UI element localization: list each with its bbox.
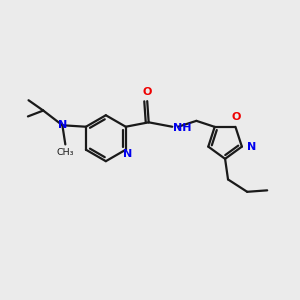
Text: CH₃: CH₃ bbox=[57, 148, 74, 157]
Text: N: N bbox=[58, 120, 67, 130]
Text: NH: NH bbox=[173, 123, 192, 133]
Text: N: N bbox=[247, 142, 256, 152]
Text: O: O bbox=[142, 87, 152, 97]
Text: O: O bbox=[232, 112, 241, 122]
Text: N: N bbox=[123, 149, 132, 159]
